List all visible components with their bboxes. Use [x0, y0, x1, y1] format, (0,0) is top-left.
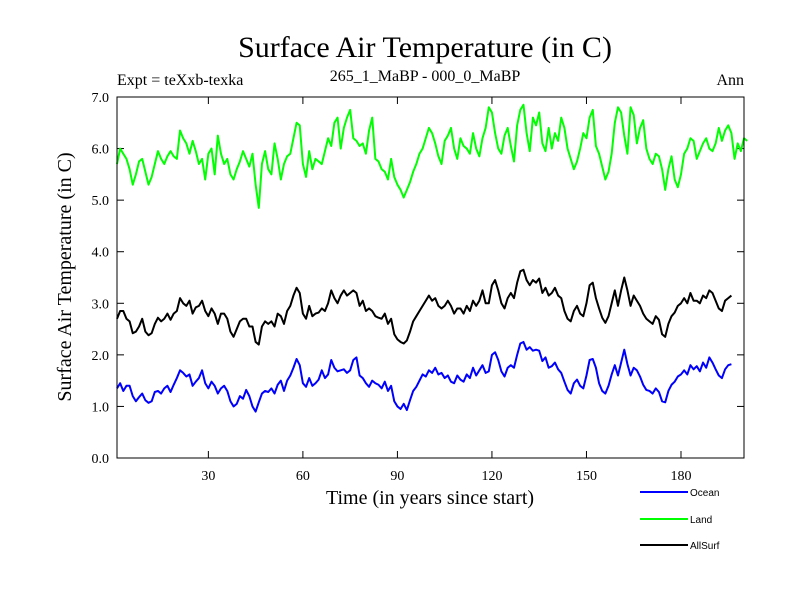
legend: Ocean Land AllSurf [640, 488, 720, 552]
x-tick-label: 150 [576, 469, 597, 484]
x-tick-label: 30 [201, 469, 215, 484]
y-tick-label: 6.0 [92, 143, 110, 158]
y-axis-label: Surface Air Temperature (in C) [54, 152, 76, 401]
x-tick-label: 120 [481, 469, 502, 484]
plot-frame [116, 96, 745, 459]
legend-label-ocean: Ocean [690, 488, 719, 499]
x-tick-label: 60 [296, 469, 310, 484]
y-tick-label: 4.0 [92, 246, 110, 261]
series-line-ocean [116, 340, 732, 413]
legend-item-ocean: Ocean [640, 488, 719, 499]
y-tick-label: 7.0 [92, 91, 110, 106]
legend-label-land: Land [690, 515, 712, 526]
x-axis-ticks: 30 60 90 120 150 180 [201, 97, 691, 484]
y-tick-label: 5.0 [92, 194, 110, 209]
series-line-land [116, 103, 748, 209]
y-tick-label: 1.0 [92, 400, 110, 415]
y-tick-label: 0.0 [92, 452, 110, 467]
y-axis-ticks: 0.0 1.0 2.0 3.0 4.0 5.0 6.0 7.0 [92, 91, 744, 467]
legend-label-allsurf: AllSurf [690, 541, 720, 552]
legend-item-allsurf: AllSurf [640, 541, 720, 552]
x-tick-label: 180 [670, 469, 691, 484]
chart-title: Surface Air Temperature (in C) [238, 31, 612, 64]
chart-subtitle-right: Ann [716, 72, 744, 89]
series-line-allsurf [116, 268, 733, 346]
chart-subtitle-left: Expt = teXxb-texka [117, 72, 243, 89]
y-tick-label: 3.0 [92, 297, 110, 312]
series-lines [116, 103, 748, 413]
chart-subtitle-center: 265_1_MaBP - 000_0_MaBP [330, 68, 521, 85]
y-tick-label: 2.0 [92, 349, 110, 364]
x-tick-label: 90 [390, 469, 404, 484]
legend-item-land: Land [640, 515, 712, 526]
x-axis-label: Time (in years since start) [326, 487, 534, 509]
